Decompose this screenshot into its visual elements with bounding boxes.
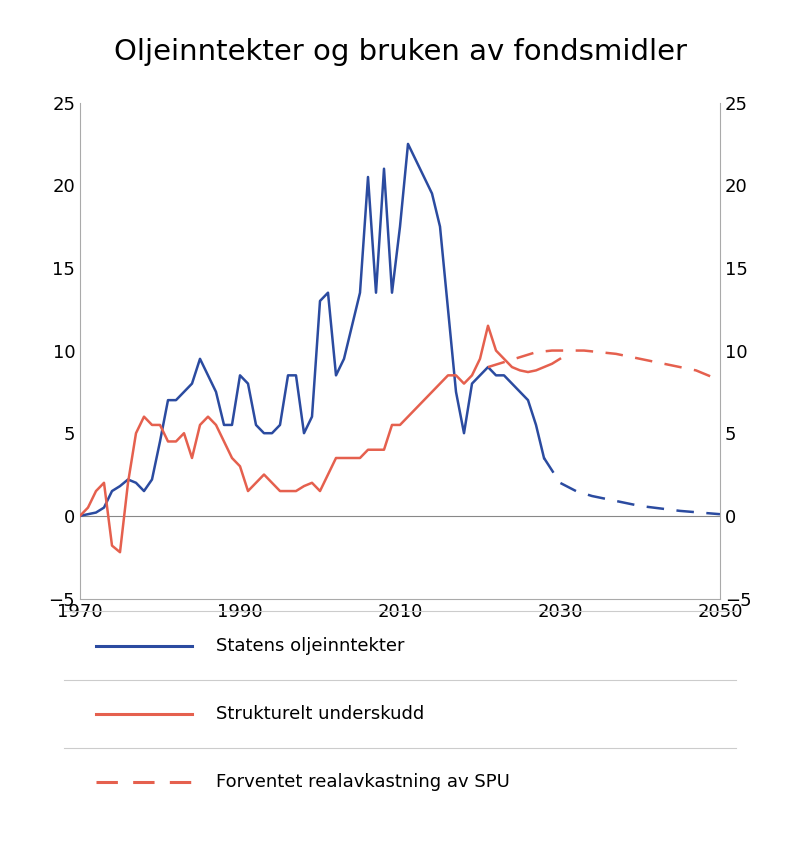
Text: Oljeinntekter og bruken av fondsmidler: Oljeinntekter og bruken av fondsmidler — [114, 38, 686, 67]
Text: Forventet realavkastning av SPU: Forventet realavkastning av SPU — [216, 773, 510, 792]
Text: Strukturelt underskudd: Strukturelt underskudd — [216, 705, 424, 723]
Text: Statens oljeinntekter: Statens oljeinntekter — [216, 636, 405, 655]
